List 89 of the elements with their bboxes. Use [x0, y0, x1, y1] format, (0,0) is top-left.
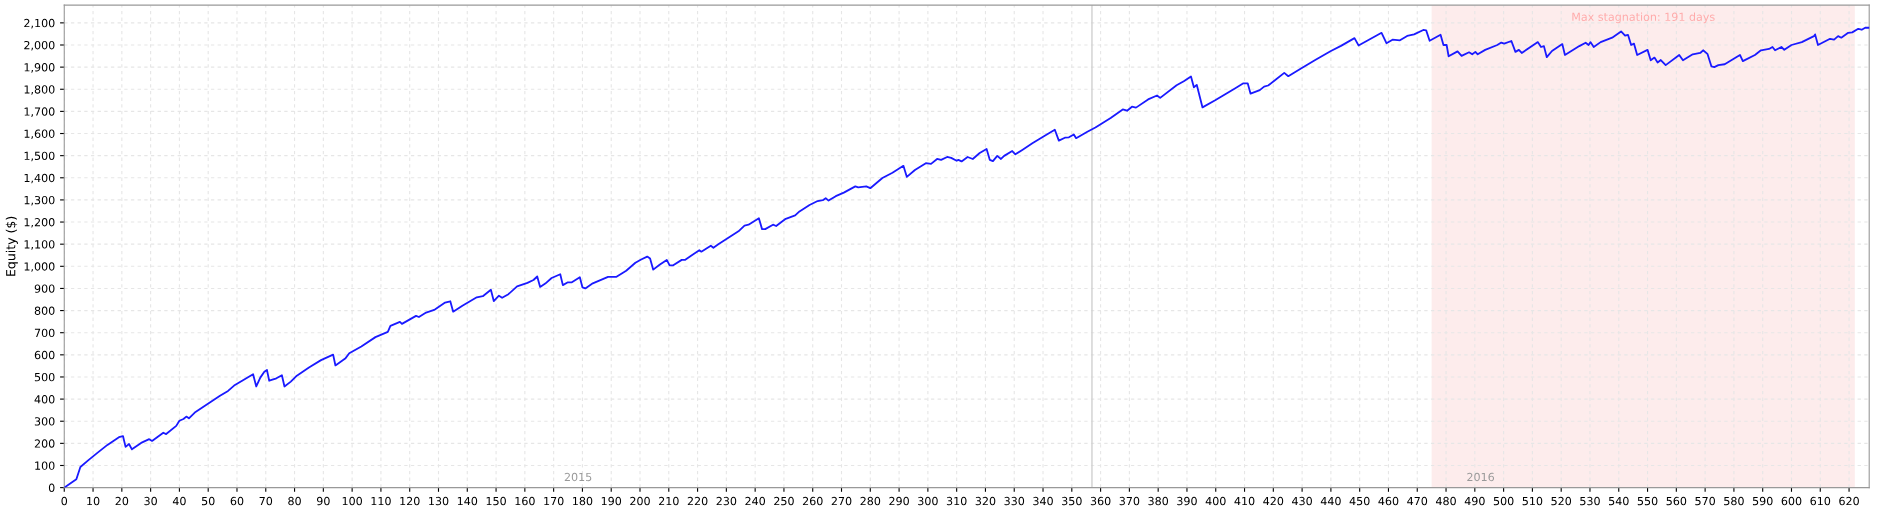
- y-tick-label: 300: [34, 417, 55, 426]
- x-tick-label: 40: [172, 496, 186, 506]
- y-tick-label: 100: [35, 461, 55, 470]
- x-tick-label: 70: [259, 496, 273, 506]
- y-tick-label: 2,100: [24, 18, 55, 29]
- x-tick-label: 440: [1320, 496, 1341, 506]
- x-tick-label: 590: [1752, 496, 1773, 506]
- x-tick-label: 480: [1435, 496, 1456, 506]
- x-tick-label: 470: [1407, 496, 1428, 506]
- x-tick-label: 310: [946, 496, 967, 506]
- y-tick-label: 800: [34, 306, 55, 315]
- y-tick-label: 2,000: [24, 40, 55, 51]
- x-tick-label: 330: [1004, 496, 1025, 506]
- x-tick-label: 290: [889, 496, 909, 506]
- x-tick-label: 500: [1493, 496, 1514, 506]
- y-tick-label: 1,900: [24, 63, 55, 73]
- x-tick-label: 260: [802, 496, 823, 506]
- x-tick-label: 230: [716, 496, 737, 506]
- x-tick-label: 400: [1205, 496, 1226, 506]
- x-tick-label: 270: [831, 496, 852, 506]
- x-tick-label: 140: [457, 496, 478, 506]
- x-tick-label: 190: [601, 496, 622, 506]
- y-tick-label: 700: [34, 328, 55, 338]
- x-tick-label: 430: [1292, 496, 1312, 506]
- x-tick-label: 240: [745, 496, 766, 506]
- x-tick-label: 580: [1724, 496, 1744, 506]
- band-label: Max stagnation: 191 days: [1572, 12, 1715, 24]
- x-tick-label: 80: [288, 496, 301, 506]
- x-tick-label: 530: [1580, 496, 1600, 506]
- y-axis-title: Equity ($): [5, 216, 18, 276]
- y-tick-label: 1,800: [24, 85, 55, 95]
- y-tick-label: 1,200: [24, 218, 55, 228]
- x-tick-label: 300: [918, 496, 938, 506]
- x-tick-label: 570: [1695, 496, 1715, 506]
- x-tick-label: 160: [515, 496, 535, 506]
- x-tick-label: 550: [1637, 496, 1658, 506]
- y-tick-label: 400: [34, 395, 55, 404]
- x-tick-label: 510: [1522, 496, 1543, 506]
- x-tick-label: 60: [230, 496, 244, 506]
- y-tick-label: 200: [34, 439, 55, 448]
- x-tick-label: 30: [144, 496, 157, 506]
- y-tick-label: 900: [34, 284, 55, 293]
- x-tick-label: 490: [1464, 496, 1485, 506]
- x-tick-label: 220: [687, 496, 708, 506]
- y-tick-label: 500: [34, 372, 55, 382]
- x-tick-label: 150: [486, 496, 506, 506]
- x-tick-label: 130: [429, 496, 449, 506]
- x-tick-label: 180: [573, 496, 593, 506]
- x-tick-label: 90: [316, 496, 330, 506]
- x-tick-label: 620: [1839, 496, 1859, 506]
- x-tick-label: 120: [400, 496, 420, 506]
- y-tick-label: 1,600: [24, 129, 55, 140]
- x-tick-label: 540: [1609, 496, 1629, 506]
- x-tick-label: 610: [1810, 496, 1831, 506]
- x-tick-label: 460: [1378, 496, 1399, 506]
- x-tick-label: 100: [342, 496, 362, 506]
- x-tick-label: 340: [1033, 496, 1053, 506]
- x-tick-label: 320: [975, 496, 996, 506]
- x-tick-label: 250: [774, 496, 794, 506]
- x-tick-label: 200: [630, 496, 650, 506]
- x-tick-label: 420: [1263, 496, 1284, 506]
- x-tick-label: 50: [201, 496, 215, 506]
- x-tick-label: 210: [659, 496, 679, 506]
- x-tick-label: 170: [544, 496, 564, 506]
- y-tick-label: 1,400: [24, 173, 55, 184]
- x-tick-label: 350: [1062, 496, 1082, 506]
- x-tick-label: 20: [115, 496, 129, 506]
- x-tick-label: 360: [1090, 496, 1111, 506]
- y-tick-label: 1,000: [24, 262, 55, 272]
- x-tick-label: 600: [1781, 496, 1802, 506]
- x-tick-label: 390: [1177, 496, 1197, 506]
- x-tick-label: 520: [1551, 496, 1572, 506]
- y-tick-label: 0: [48, 483, 55, 492]
- y-tick-label: 1,300: [24, 195, 55, 206]
- annotation: 2016: [1467, 472, 1495, 482]
- y-tick-label: 600: [34, 350, 55, 360]
- x-tick-label: 110: [371, 496, 391, 506]
- x-tick-label: 370: [1119, 496, 1140, 506]
- annotation: 2015: [564, 472, 592, 482]
- x-tick-label: 280: [860, 496, 881, 506]
- y-tick-label: 1,700: [24, 107, 55, 117]
- x-tick-label: 380: [1148, 496, 1169, 506]
- x-tick-label: 410: [1234, 496, 1255, 506]
- y-tick-label: 1,500: [24, 151, 55, 162]
- x-tick-label: 0: [61, 496, 68, 506]
- x-tick-label: 450: [1349, 496, 1370, 506]
- y-tick-label: 1,100: [24, 240, 55, 250]
- x-tick-label: 10: [87, 496, 100, 506]
- x-tick-label: 560: [1666, 496, 1687, 506]
